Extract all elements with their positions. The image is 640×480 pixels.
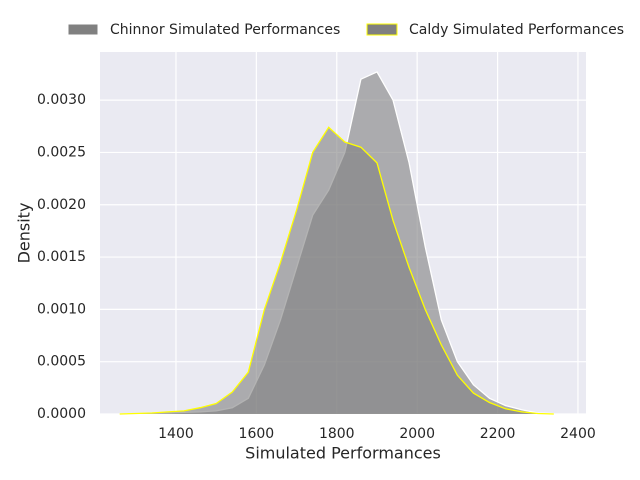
- y-axis-label: Density: [15, 203, 34, 264]
- legend-swatch: [366, 23, 398, 36]
- y-tick-label: 0.0005: [37, 354, 86, 370]
- density-line: [119, 126, 554, 415]
- y-tick-label: 0.0030: [37, 92, 86, 108]
- x-tick-label: 2400: [560, 426, 596, 442]
- x-tick-label: 1800: [319, 426, 355, 442]
- x-tick-label: 2200: [480, 426, 516, 442]
- y-tick-label: 0.0000: [37, 406, 86, 422]
- x-tick-label: 1600: [239, 426, 275, 442]
- y-tick-label: 0.0010: [37, 301, 86, 317]
- legend-swatch: [67, 23, 99, 36]
- legend-label: Caldy Simulated Performances: [409, 22, 624, 38]
- legend-label: Chinnor Simulated Performances: [110, 22, 340, 38]
- x-tick-label: 1400: [158, 426, 194, 442]
- y-tick-label: 0.0015: [37, 249, 86, 265]
- x-axis-label: Simulated Performances: [245, 444, 441, 463]
- y-tick-label: 0.0025: [37, 144, 86, 160]
- x-tick-label: 2000: [399, 426, 435, 442]
- density-area: [119, 127, 554, 415]
- y-tick-label: 0.0020: [37, 197, 86, 213]
